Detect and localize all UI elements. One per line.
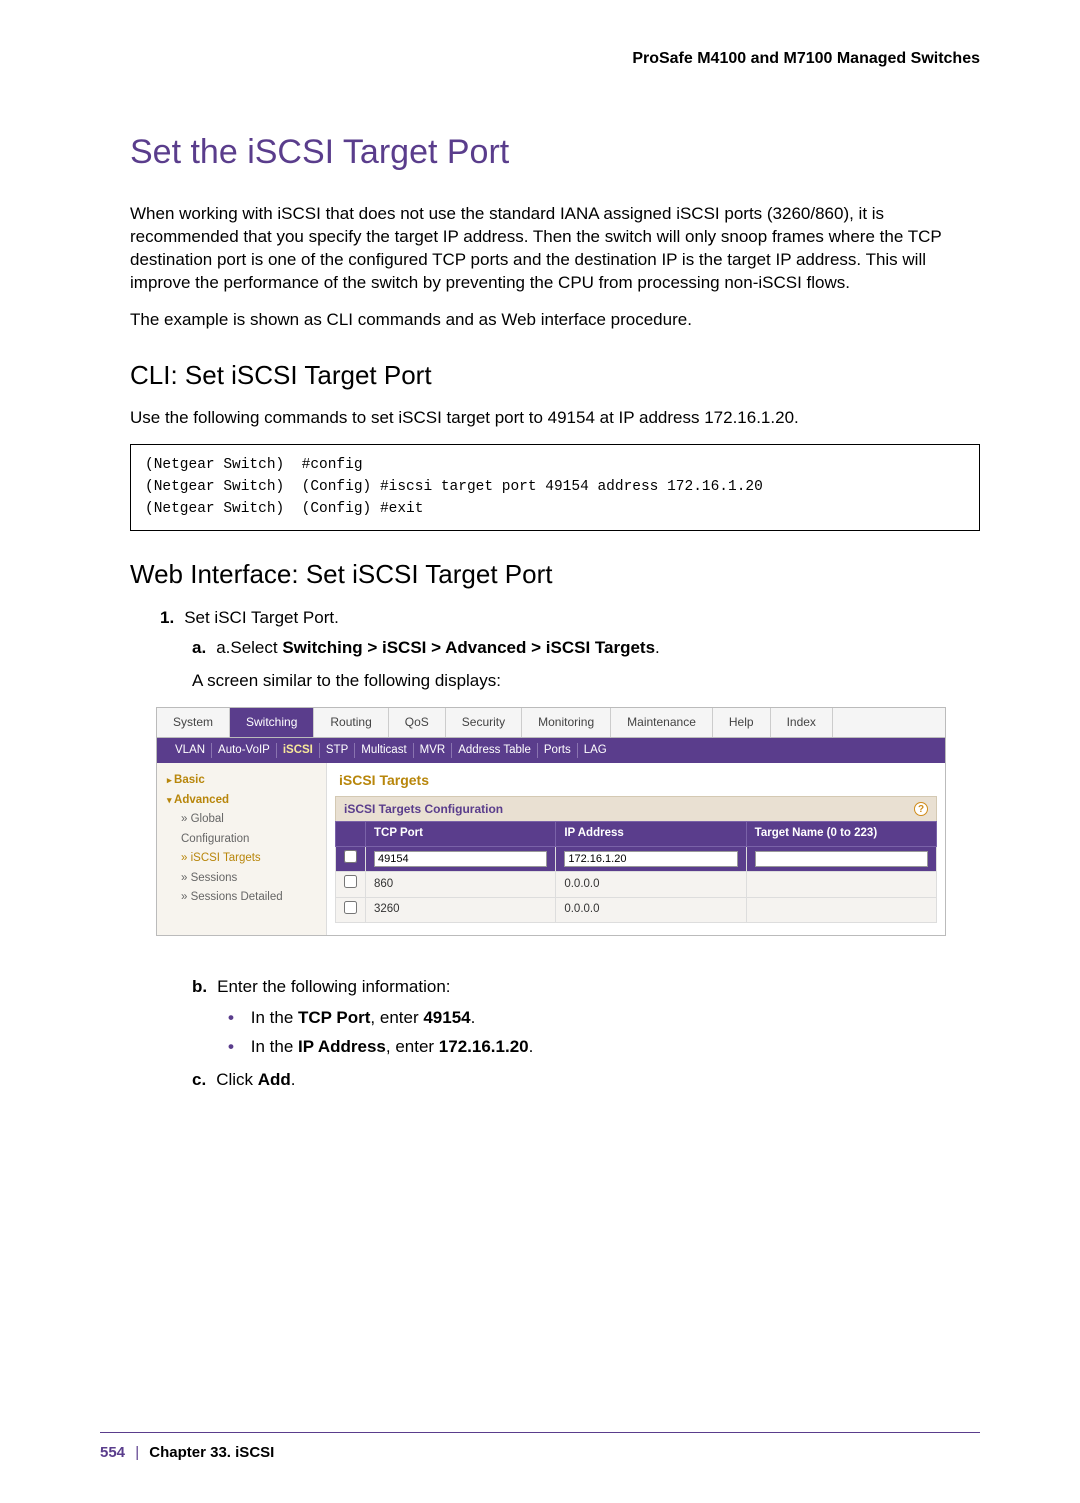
col-ipaddress: IP Address xyxy=(556,822,746,847)
cell-name xyxy=(746,897,936,923)
input-row-checkbox[interactable] xyxy=(344,850,357,863)
table-input-row xyxy=(336,846,937,872)
sidebar-item-sessions[interactable]: » Sessions xyxy=(167,869,316,889)
sidebar-item-sessions-detailed[interactable]: » Sessions Detailed xyxy=(167,888,316,908)
step-1a: a. a.Select Switching > iSCSI > Advanced … xyxy=(192,637,980,693)
input-ip-address[interactable] xyxy=(564,851,737,867)
footer-sep: | xyxy=(135,1444,139,1461)
bullet-ip: In the IP Address, enter 172.16.1.20. xyxy=(228,1036,980,1059)
subnav-vlan[interactable]: VLAN xyxy=(169,743,212,759)
step-1: 1. Set iSCI Target Port. a. a.Select Switc… xyxy=(160,607,980,694)
step-1-num: 1. xyxy=(160,608,174,627)
sidebar-basic[interactable]: Basic xyxy=(167,771,316,791)
content-area: iSCSI Targets iSCSI Targets Configuratio… xyxy=(327,763,945,935)
col-checkbox xyxy=(336,822,366,847)
panel-header-text: iSCSI Targets Configuration xyxy=(344,801,503,817)
page-title: Set the iSCSI Target Port xyxy=(130,130,980,176)
step-1a-prefix: a.Select xyxy=(216,638,282,657)
tab-index[interactable]: Index xyxy=(771,708,833,736)
step-1a-after: A screen similar to the following displa… xyxy=(192,670,980,693)
chapter-label: Chapter 33. iSCSI xyxy=(149,1444,274,1461)
cell-ip: 0.0.0.0 xyxy=(556,872,746,898)
tab-security[interactable]: Security xyxy=(446,708,522,736)
subnav-autovoip[interactable]: Auto-VoIP xyxy=(212,743,277,759)
step-1b-letter: b. xyxy=(192,977,207,996)
help-icon[interactable]: ? xyxy=(914,802,928,816)
tab-maintenance[interactable]: Maintenance xyxy=(611,708,713,736)
cell-tcp: 860 xyxy=(366,872,556,898)
col-tcpport: TCP Port xyxy=(366,822,556,847)
cli-code-block: (Netgear Switch) #config (Netgear Switch… xyxy=(130,444,980,531)
intro-paragraph-1: When working with iSCSI that does not us… xyxy=(130,203,980,295)
cli-desc: Use the following commands to set iSCSI … xyxy=(130,407,980,430)
cell-tcp: 3260 xyxy=(366,897,556,923)
ui-screenshot: System Switching Routing QoS Security Mo… xyxy=(156,707,946,936)
step-1-text: Set iSCI Target Port. xyxy=(184,608,339,627)
sidebar-advanced[interactable]: Advanced xyxy=(167,791,316,811)
step-1a-letter: a. xyxy=(192,638,206,657)
subnav-lag[interactable]: LAG xyxy=(578,743,613,759)
subnav-mvr[interactable]: MVR xyxy=(414,743,453,759)
tab-switching[interactable]: Switching xyxy=(230,708,314,736)
sub-nav: VLAN Auto-VoIP iSCSI STP Multicast MVR A… xyxy=(157,738,945,764)
intro-paragraph-2: The example is shown as CLI commands and… xyxy=(130,309,980,332)
table-row: 860 0.0.0.0 xyxy=(336,872,937,898)
step-1b: b. Enter the following information: In th… xyxy=(192,976,980,1059)
subnav-stp[interactable]: STP xyxy=(320,743,355,759)
tab-help[interactable]: Help xyxy=(713,708,771,736)
table-row: 3260 0.0.0.0 xyxy=(336,897,937,923)
step-1b-text: Enter the following information: xyxy=(217,977,450,996)
web-heading: Web Interface: Set iSCSI Target Port xyxy=(130,557,980,592)
col-targetname: Target Name (0 to 223) xyxy=(746,822,936,847)
input-target-name[interactable] xyxy=(755,851,928,867)
step-1a-suffix: . xyxy=(655,638,660,657)
tab-system[interactable]: System xyxy=(157,708,230,736)
step-1a-path: Switching > iSCSI > Advanced > iSCSI Tar… xyxy=(282,638,655,657)
top-nav: System Switching Routing QoS Security Mo… xyxy=(157,708,945,737)
subnav-multicast[interactable]: Multicast xyxy=(355,743,413,759)
subnav-iscsi[interactable]: iSCSI xyxy=(277,743,320,759)
tab-qos[interactable]: QoS xyxy=(389,708,446,736)
step-1c-letter: c. xyxy=(192,1070,206,1089)
doc-header: ProSafe M4100 and M7100 Managed Switches xyxy=(100,48,980,70)
row-checkbox[interactable] xyxy=(344,875,357,888)
row-checkbox[interactable] xyxy=(344,901,357,914)
cell-ip: 0.0.0.0 xyxy=(556,897,746,923)
sidebar: Basic Advanced » Global Configuration » … xyxy=(157,763,327,935)
content-title: iSCSI Targets xyxy=(335,769,937,796)
step-1c: c.Click Add. xyxy=(192,1069,980,1092)
tab-monitoring[interactable]: Monitoring xyxy=(522,708,611,736)
page-number: 554 xyxy=(100,1444,125,1461)
sidebar-item-configuration[interactable]: Configuration xyxy=(167,830,316,850)
targets-table: TCP Port IP Address Target Name (0 to 22… xyxy=(335,821,937,923)
cli-heading: CLI: Set iSCSI Target Port xyxy=(130,358,980,393)
bullet-tcp: In the TCP Port, enter 49154. xyxy=(228,1007,980,1030)
sidebar-item-iscsi-targets[interactable]: » iSCSI Targets xyxy=(167,849,316,869)
tab-routing[interactable]: Routing xyxy=(314,708,388,736)
page-footer: 554 | Chapter 33. iSCSI xyxy=(100,1432,980,1463)
input-tcp-port[interactable] xyxy=(374,851,547,867)
panel-header: iSCSI Targets Configuration ? xyxy=(335,796,937,821)
subnav-ports[interactable]: Ports xyxy=(538,743,578,759)
sidebar-item-global[interactable]: » Global xyxy=(167,810,316,830)
subnav-addresstable[interactable]: Address Table xyxy=(452,743,538,759)
cell-name xyxy=(746,872,936,898)
